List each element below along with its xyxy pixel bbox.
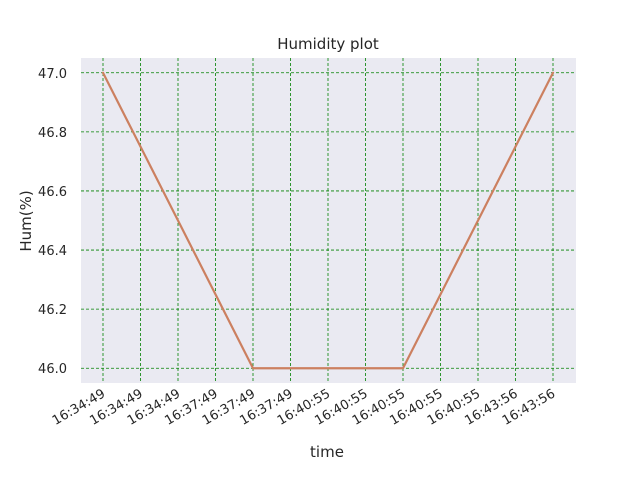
x-axis-label: time	[310, 443, 344, 461]
y-tick-label: 46.8	[38, 126, 67, 141]
y-tick-label: 46.4	[38, 244, 67, 259]
series-layer	[101, 71, 555, 370]
y-tick-label: 46.2	[38, 303, 67, 318]
x-axis: 16:34:4916:34:4916:34:4916:37:4916:37:49…	[50, 386, 558, 428]
plot-area	[81, 58, 576, 383]
y-tick-label: 46.6	[38, 185, 67, 200]
y-axis: 46.0 46.2 46.4 46.6 46.8 47.0	[38, 67, 67, 377]
y-axis-label: Hum(%)	[17, 190, 35, 251]
y-tick-label: 47.0	[38, 67, 67, 82]
y-tick-label: 46.0	[38, 362, 67, 377]
chart-title: Humidity plot	[277, 35, 379, 53]
